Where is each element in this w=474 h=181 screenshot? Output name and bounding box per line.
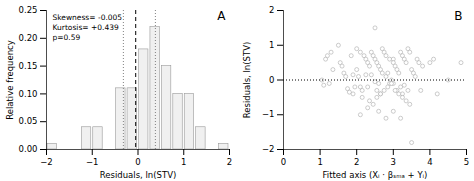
svg-text:0.10: 0.10 <box>19 89 38 99</box>
svg-text:2: 2 <box>227 157 232 167</box>
svg-text:0.05: 0.05 <box>19 116 38 126</box>
svg-text:A: A <box>217 9 226 23</box>
svg-text:0.25: 0.25 <box>19 5 38 15</box>
svg-text:−1: −1 <box>86 157 99 167</box>
svg-text:0: 0 <box>135 157 140 167</box>
svg-text:2: 2 <box>269 5 274 15</box>
svg-text:2: 2 <box>354 157 359 167</box>
svg-text:1: 1 <box>181 157 186 167</box>
svg-text:0.15: 0.15 <box>19 61 38 71</box>
svg-text:0: 0 <box>269 75 274 85</box>
svg-text:Residuals, ln(STV): Residuals, ln(STV) <box>242 42 252 119</box>
svg-text:1: 1 <box>269 40 274 50</box>
svg-text:1: 1 <box>317 157 322 167</box>
svg-text:Relative frequency: Relative frequency <box>5 40 15 120</box>
svg-text:−2: −2 <box>262 144 275 154</box>
svg-text:B: B <box>454 9 462 23</box>
svg-text:5: 5 <box>464 157 469 167</box>
svg-text:−1: −1 <box>262 109 275 119</box>
svg-text:Fitted axis (Xᵢ · βₛₘₐ + Yᵢ): Fitted axis (Xᵢ · βₛₘₐ + Yᵢ) <box>323 170 428 180</box>
svg-text:0.00: 0.00 <box>19 144 38 154</box>
svg-text:Residuals, ln(STV): Residuals, ln(STV) <box>100 170 177 180</box>
svg-text:0.20: 0.20 <box>19 33 38 43</box>
svg-text:Skewness= -0.005Kurtosis= +0.4: Skewness= -0.005Kurtosis= +0.439p=0.59 <box>53 13 123 42</box>
svg-text:−2: −2 <box>40 157 53 167</box>
svg-text:0: 0 <box>281 157 286 167</box>
svg-text:3: 3 <box>391 157 396 167</box>
svg-text:4: 4 <box>427 157 432 167</box>
